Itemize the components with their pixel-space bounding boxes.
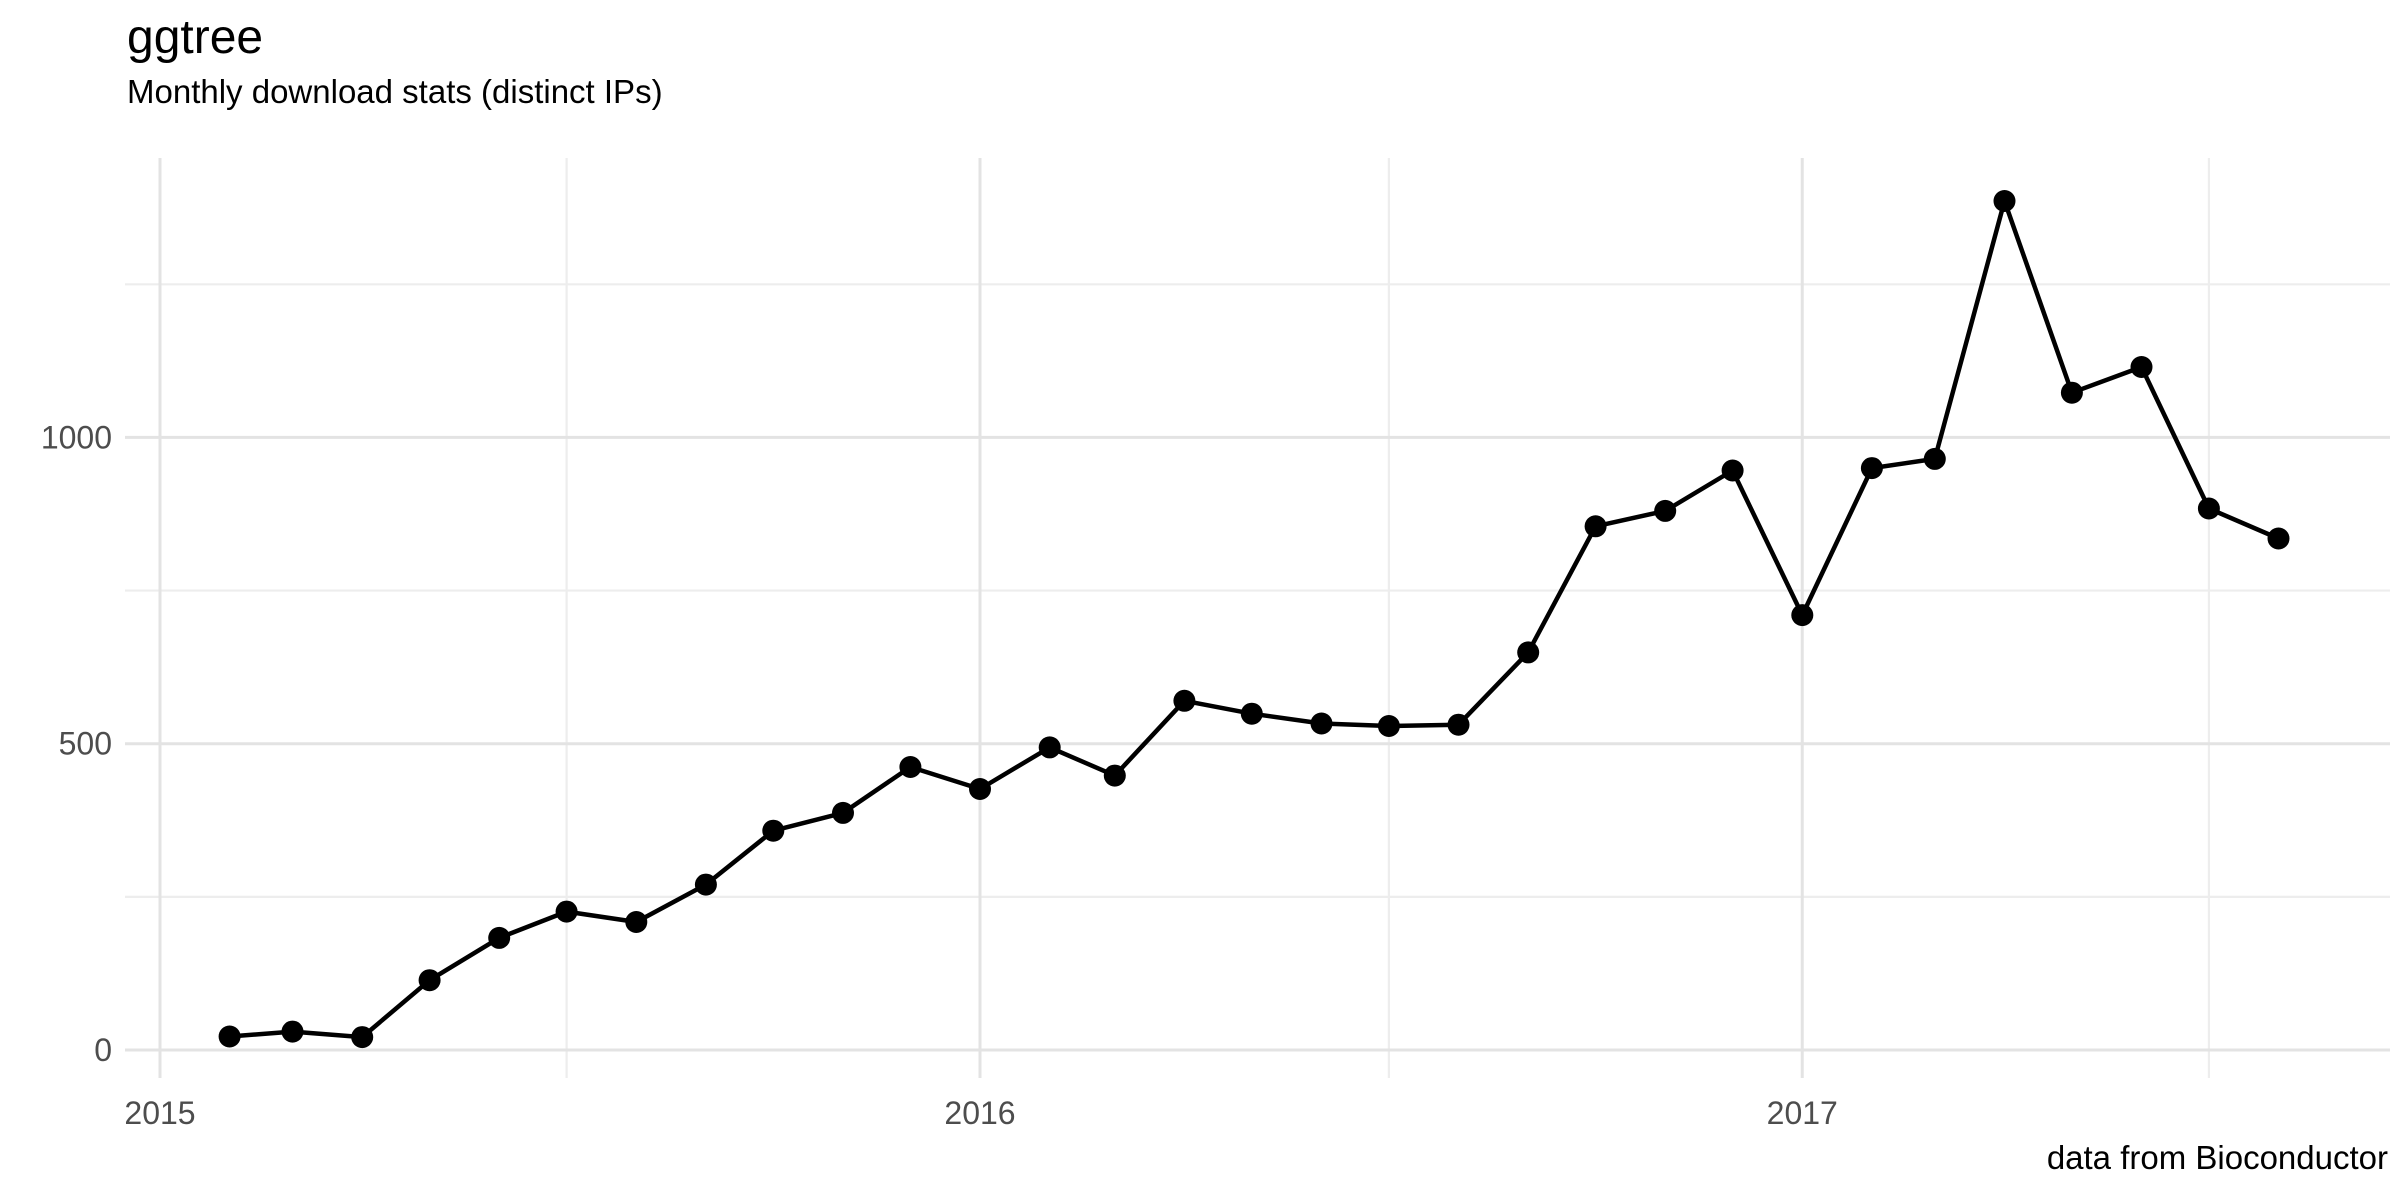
- data-point: [2197, 497, 2220, 520]
- data-point: [555, 900, 578, 923]
- data-point: [1791, 604, 1814, 627]
- data-point: [488, 926, 511, 949]
- data-point: [1038, 736, 1061, 759]
- chart-caption: data from Bioconductor: [2046, 1139, 2388, 1176]
- chart-subtitle: Monthly download stats (distinct IPs): [127, 73, 663, 110]
- data-point: [1310, 712, 1333, 735]
- data-point: [1240, 702, 1263, 725]
- data-point: [1517, 641, 1540, 664]
- data-point: [281, 1020, 304, 1043]
- data-point: [694, 873, 717, 896]
- data-point: [2060, 381, 2083, 404]
- data-point: [1654, 499, 1677, 522]
- data-point: [218, 1025, 241, 1048]
- data-point: [351, 1026, 374, 1049]
- data-point: [762, 819, 785, 842]
- x-axis-tick-label: 2017: [1767, 1095, 1838, 1131]
- data-point: [1721, 459, 1744, 482]
- chart-title: ggtree: [127, 11, 264, 64]
- data-point: [1923, 447, 1946, 470]
- x-axis-tick-label: 2015: [124, 1095, 195, 1131]
- data-point: [899, 756, 922, 778]
- y-axis-tick-label: 500: [59, 726, 112, 762]
- y-axis-tick-label: 0: [94, 1032, 112, 1068]
- data-point: [2267, 527, 2290, 550]
- x-axis-tick-label: 2016: [944, 1095, 1015, 1131]
- data-point: [2130, 356, 2153, 378]
- data-point: [1860, 457, 1883, 480]
- data-point: [418, 969, 441, 992]
- data-point: [625, 911, 648, 933]
- data-point: [832, 801, 854, 824]
- data-point: [1173, 689, 1196, 712]
- data-point: [1584, 515, 1607, 538]
- data-point: [1993, 190, 2016, 212]
- data-point: [1447, 713, 1470, 736]
- y-axis-tick-label: 1000: [41, 419, 112, 455]
- data-point: [969, 778, 991, 800]
- downloads-line: [229, 198, 2280, 1040]
- data-point: [1377, 715, 1400, 737]
- data-point: [1103, 764, 1126, 787]
